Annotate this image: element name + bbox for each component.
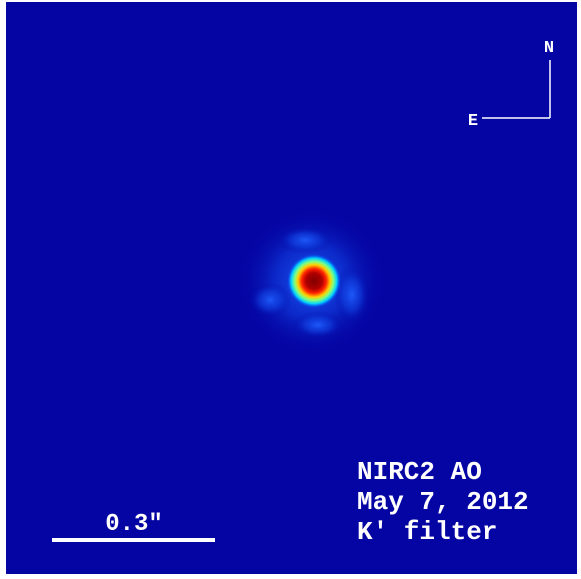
star-core [287,254,341,308]
annotation-line: K′ filter [357,517,497,547]
annotation: NIRC2 AO May 7, 2012 K′ filter [357,457,529,547]
compass-east: E [468,112,478,131]
compass-north: N [544,39,554,58]
annotation-line: NIRC2 AO [357,457,482,487]
annotation-line: May 7, 2012 [357,487,529,517]
scale-bar: 0.3" [52,511,215,542]
compass: N E [468,39,554,131]
scale-bar-label: 0.3" [105,511,163,538]
